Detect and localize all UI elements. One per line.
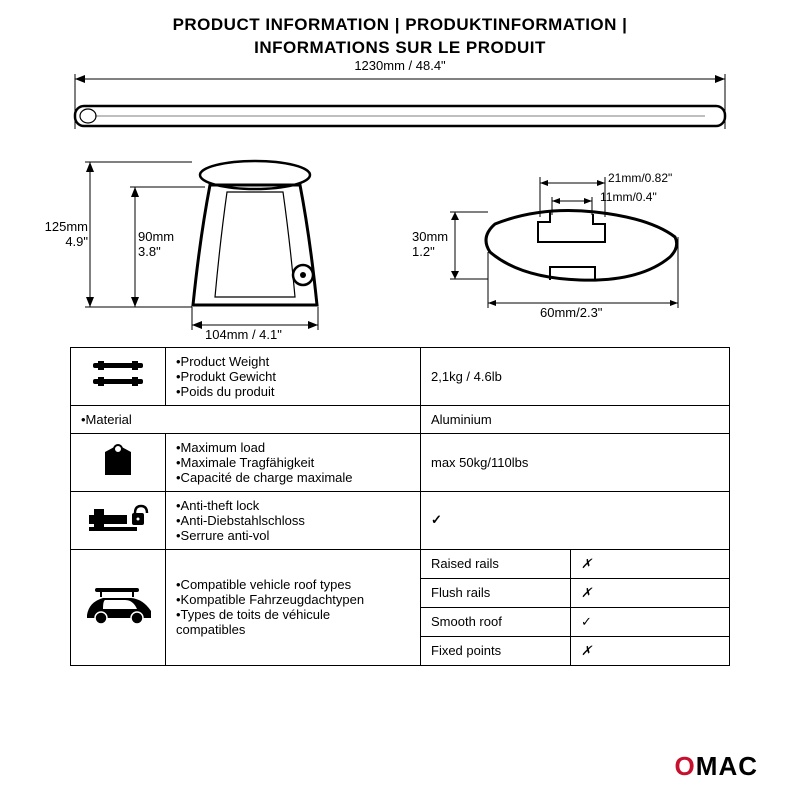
length-diagram: 1230mm / 48.4" bbox=[70, 64, 730, 139]
compat-r2-label: Flush rails bbox=[421, 578, 571, 607]
material-value: Aluminium bbox=[421, 405, 730, 433]
length-label: 1230mm / 48.4" bbox=[70, 58, 730, 73]
mount-width: 104mm / 4.1" bbox=[205, 327, 282, 342]
compat-r1-val: ✗ bbox=[571, 549, 730, 578]
mount-h-outer: 125mm4.9" bbox=[40, 219, 88, 249]
lock-labels: •Anti-theft lock •Anti-Diebstahlschloss … bbox=[166, 491, 421, 549]
lock-icon bbox=[71, 491, 166, 549]
compat-r2-val: ✗ bbox=[571, 578, 730, 607]
compat-r3-val: ✓ bbox=[571, 607, 730, 636]
mount-diagram: 125mm4.9" 90mm3.8" 104mm / 4.1" bbox=[70, 157, 400, 337]
mount-h-inner: 90mm3.8" bbox=[138, 229, 174, 259]
compat-r4-val: ✗ bbox=[571, 636, 730, 665]
material-label: •Material bbox=[71, 405, 421, 433]
title-line-1: PRODUCT INFORMATION | PRODUKTINFORMATION… bbox=[40, 14, 760, 37]
spec-table: •Product Weight •Produkt Gewicht •Poids … bbox=[70, 347, 730, 666]
profile-diagram: 21mm/0.82" 11mm/0.4" 30mm1.2" 60mm/2.3" bbox=[400, 157, 730, 337]
row-material: •Material Aluminium bbox=[71, 405, 730, 433]
weight-labels: •Product Weight •Produkt Gewicht •Poids … bbox=[166, 347, 421, 405]
profile-slot-w: 21mm/0.82" bbox=[608, 171, 672, 185]
brand-rest: MAC bbox=[696, 751, 758, 781]
vehicle-icon bbox=[71, 549, 166, 665]
diagrams: 1230mm / 48.4" bbox=[0, 64, 800, 347]
row-weight: •Product Weight •Produkt Gewicht •Poids … bbox=[71, 347, 730, 405]
weight-icon bbox=[71, 347, 166, 405]
compat-labels: •Compatible vehicle roof types •Kompatib… bbox=[166, 549, 421, 665]
row-lock: •Anti-theft lock •Anti-Diebstahlschloss … bbox=[71, 491, 730, 549]
profile-height: 30mm1.2" bbox=[412, 229, 448, 259]
title-line-2: INFORMATIONS SUR LE PRODUIT bbox=[40, 37, 760, 60]
profile-gap: 11mm/0.4" bbox=[600, 190, 657, 204]
brand-logo: OMAC bbox=[675, 751, 758, 782]
profile-width: 60mm/2.3" bbox=[540, 305, 602, 320]
brand-o: O bbox=[675, 751, 696, 781]
compat-r1-label: Raised rails bbox=[421, 549, 571, 578]
weight-value: 2,1kg / 4.6lb bbox=[421, 347, 730, 405]
compat-r3-label: Smooth roof bbox=[421, 607, 571, 636]
compat-r4-label: Fixed points bbox=[421, 636, 571, 665]
page-title: PRODUCT INFORMATION | PRODUKTINFORMATION… bbox=[0, 0, 800, 64]
load-labels: •Maximum load •Maximale Tragfähigkeit •C… bbox=[166, 433, 421, 491]
load-icon bbox=[71, 433, 166, 491]
row-load: •Maximum load •Maximale Tragfähigkeit •C… bbox=[71, 433, 730, 491]
row-compat-1: •Compatible vehicle roof types •Kompatib… bbox=[71, 549, 730, 578]
load-value: max 50kg/110lbs bbox=[421, 433, 730, 491]
lock-value: ✓ bbox=[421, 491, 730, 549]
